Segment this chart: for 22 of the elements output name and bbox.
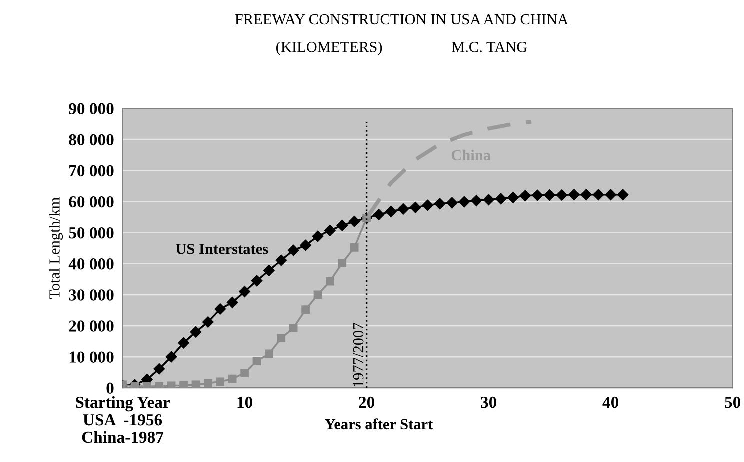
annotation: 1977/2007 [353,323,364,387]
x-axis-title: Years after Start [325,418,434,430]
y-axis-title: Total Length/km [49,198,64,300]
y-tick-label: 80 000 [69,134,114,146]
x-tick-label: 40 [602,396,619,408]
x-tick-label: 10 [238,396,252,408]
x-tick-label: 30 [481,396,497,408]
y-tick-label: 90 000 [69,103,114,115]
y-tick-label: 40 000 [68,258,114,270]
y-tick-label: 50 000 [69,227,114,239]
y-tick-label: 20 000 [69,320,114,332]
x-tick-label: Starting Year USA -1956 China-1987 [76,396,170,444]
y-tick-label: 10 000 [70,352,114,363]
chart-title: FREEWAY CONSTRUCTION IN USA AND CHINA [235,14,569,25]
chart-subtitle: (KILOMETERS) M.C. TANG [276,42,528,56]
y-tick-label: 30 000 [69,290,114,301]
y-tick-label: 60 000 [69,196,114,208]
x-tick-label: 50 [725,396,741,408]
y-tick-label: 0 [106,382,114,394]
x-tick-label: 20 [359,396,374,408]
y-tick-label: 70 000 [70,165,114,177]
series-label: US Interstates [176,244,268,254]
